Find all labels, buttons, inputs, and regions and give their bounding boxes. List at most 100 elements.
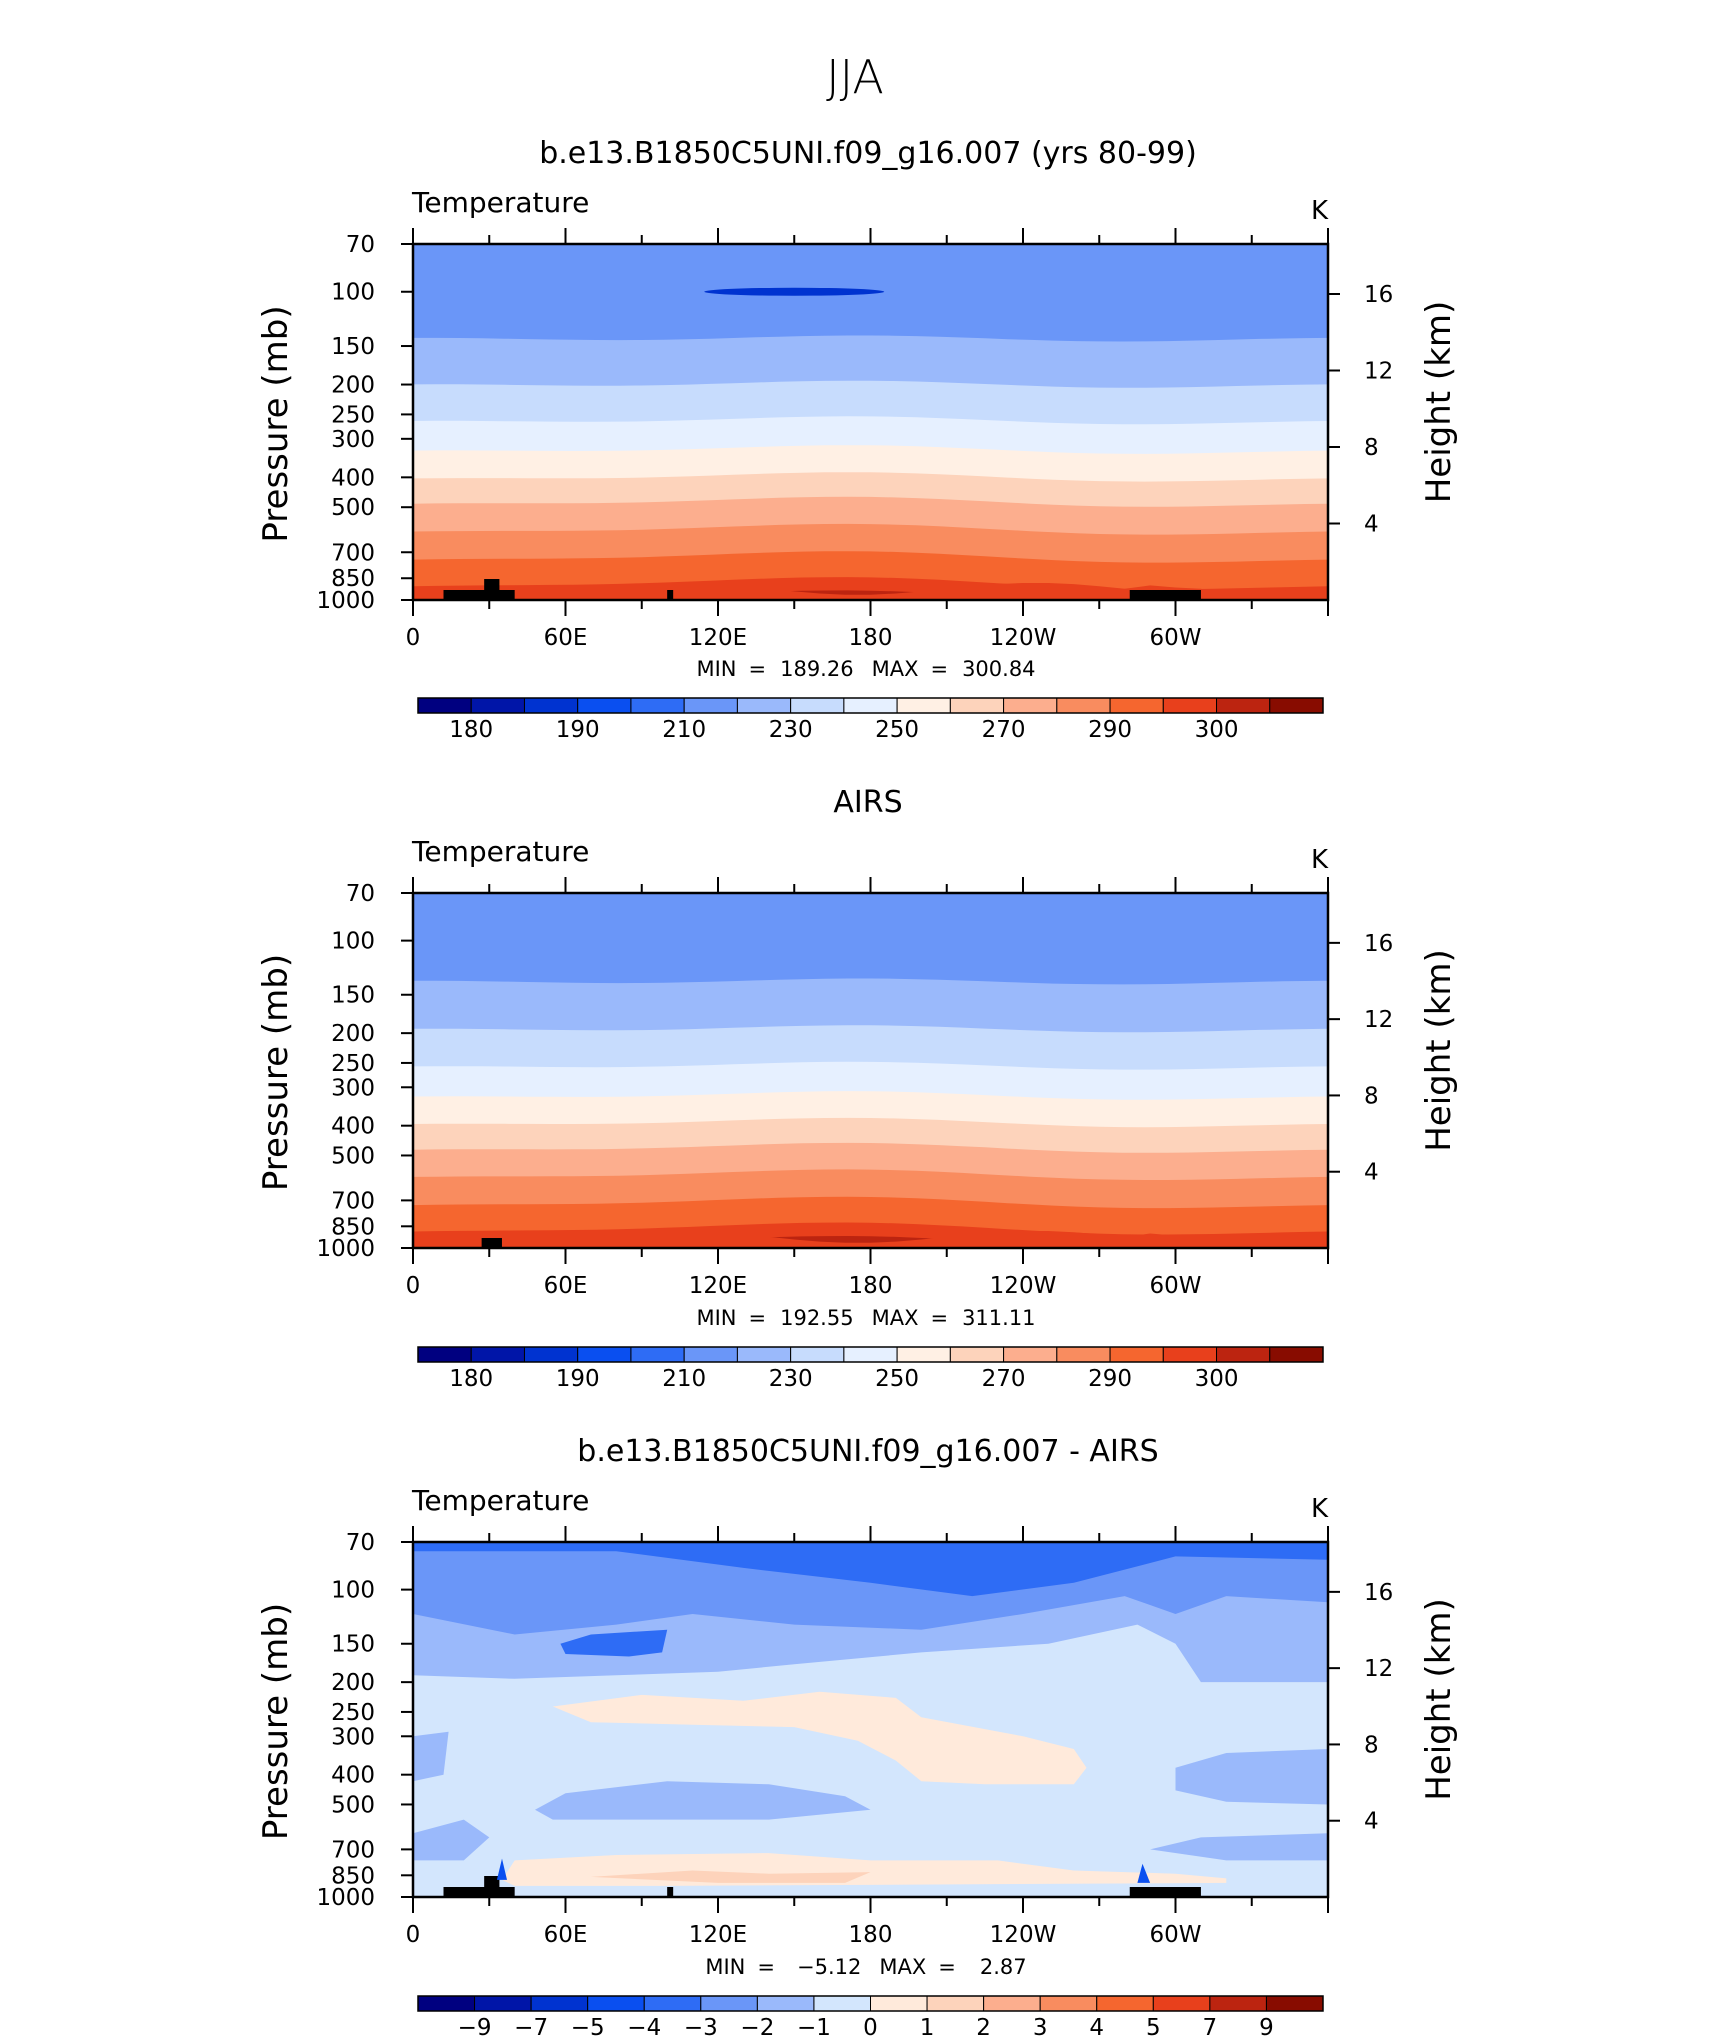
panel-model: b.e13.B1850C5UNI.f09_g16.007 (yrs 80-99)… [256, 136, 1459, 743]
y-axis-label: Pressure (mb) [256, 1603, 296, 1840]
lon-tick-label: 60W [1149, 1922, 1201, 1948]
contour-region [1137, 1863, 1151, 1883]
colorbar-swatch [1056, 1346, 1111, 1363]
contour-plot [413, 244, 1328, 600]
lon-tick-label: 60W [1149, 625, 1201, 651]
colorbar-tick-label: 180 [449, 1366, 493, 1392]
height-tick-label: 8 [1364, 1083, 1379, 1109]
contour-region [496, 1858, 507, 1880]
colorbar-tick-label: −5 [571, 2015, 605, 2038]
contour-region [590, 1870, 871, 1883]
colorbar-tick-label: 250 [875, 717, 919, 743]
pressure-tick-label: 500 [331, 495, 375, 521]
height-tick-label: 12 [1364, 359, 1393, 385]
colorbar-swatch [523, 1346, 579, 1363]
variable-label: Temperature [411, 186, 589, 219]
colorbar-tick-label: 7 [1203, 2015, 1218, 2038]
colorbar-frame [417, 1346, 1324, 1363]
units-label: K [1311, 845, 1329, 875]
colorbar-tick-label: 230 [769, 1366, 813, 1392]
colorbar-swatch [736, 697, 792, 714]
pressure-tick-label: 100 [331, 929, 375, 955]
pressure-tick-label: 70 [346, 1530, 375, 1556]
y-axis-label: Pressure (mb) [256, 305, 296, 542]
height-tick-label: 12 [1364, 1656, 1393, 1682]
colorbar-swatch [417, 697, 472, 714]
pressure-tick-label: 850 [331, 1863, 375, 1889]
terrain-mask [443, 590, 515, 600]
lon-tick-label: 0 [406, 1273, 421, 1299]
colorbar-swatch [530, 1995, 589, 2012]
colorbar-swatch [790, 1346, 845, 1363]
pressure-tick-label: 300 [331, 427, 375, 453]
height-tick-label: 16 [1364, 931, 1393, 957]
lon-tick-label: 180 [849, 625, 893, 651]
colorbar-tick-label: 290 [1088, 1366, 1132, 1392]
colorbar-tick-label: −1 [797, 2015, 831, 2038]
colorbar-swatch [813, 1995, 871, 2012]
colorbar-swatch [700, 1995, 758, 2012]
colorbar-tick-label: 210 [662, 717, 706, 743]
pressure-tick-label: 850 [331, 1214, 375, 1240]
lon-tick-label: 60E [544, 1922, 588, 1948]
colorbar-swatch [949, 1346, 1005, 1363]
pressure-tick-label: 70 [346, 881, 375, 907]
lon-tick-label: 0 [406, 1922, 421, 1948]
colorbar-swatch [843, 1346, 898, 1363]
colorbar-swatch [926, 1995, 985, 2012]
terrain-mask [481, 1238, 502, 1248]
page-title: JJA [826, 50, 884, 104]
colorbar-swatch [983, 1995, 1041, 2012]
cold-core [704, 287, 885, 296]
height-tick-label: 16 [1364, 1580, 1393, 1606]
colorbar-swatch [474, 1995, 532, 2012]
pressure-tick-label: 400 [331, 1763, 375, 1789]
contour-plot [413, 893, 1328, 1248]
colorbar-swatch [1056, 697, 1111, 714]
colorbar-frame [417, 1995, 1324, 2012]
colorbar-swatch [683, 1346, 738, 1363]
y2-axis-label: Height (km) [1419, 301, 1459, 504]
pressure-tick-label: 250 [331, 1700, 375, 1726]
colorbar-swatch [1162, 697, 1218, 714]
colorbar-swatch [587, 1995, 645, 2012]
colorbar-frame [417, 697, 1324, 714]
colorbar-swatch [683, 697, 738, 714]
height-tick-label: 8 [1364, 435, 1379, 461]
colorbar-tick-label: −4 [627, 2015, 661, 2038]
colorbar-swatch [1216, 1346, 1271, 1363]
colorbar-tick-label: 2 [976, 2015, 991, 2038]
terrain-mask [667, 1887, 674, 1897]
height-tick-label: 4 [1364, 1809, 1379, 1835]
colorbar-swatch [1265, 1995, 1324, 2012]
contour-region [413, 1731, 449, 1782]
terrain-mask [1129, 590, 1201, 600]
pressure-tick-label: 700 [331, 1188, 375, 1214]
contour-region [1175, 1749, 1328, 1805]
panel-title: b.e13.B1850C5UNI.f09_g16.007 - AIRS [577, 1434, 1158, 1469]
height-tick-label: 4 [1364, 512, 1379, 538]
colorbar-tick-label: 4 [1089, 2015, 1104, 2038]
stats-readout: MIN = −5.12 MAX = 2.87 [705, 1955, 1026, 1979]
y2-axis-label: Height (km) [1419, 1598, 1459, 1801]
contour-region [413, 1542, 1328, 1597]
pressure-tick-label: 100 [331, 1578, 375, 1604]
pressure-tick-label: 300 [331, 1724, 375, 1750]
colorbar-swatch [896, 1346, 951, 1363]
pressure-tick-label: 250 [331, 402, 375, 428]
height-tick-label: 16 [1364, 282, 1393, 308]
colorbar-tick-label: 1 [920, 2015, 935, 2038]
variable-label: Temperature [411, 1484, 589, 1517]
colorbar-tick-label: −7 [514, 2015, 548, 2038]
colorbar-swatch [1003, 1346, 1058, 1363]
height-tick-label: 8 [1364, 1732, 1379, 1758]
pressure-tick-label: 700 [331, 1837, 375, 1863]
colorbar-tick-label: 180 [449, 717, 493, 743]
lon-tick-label: 60E [544, 1273, 588, 1299]
pressure-tick-label: 500 [331, 1143, 375, 1169]
lon-tick-label: 180 [849, 1922, 893, 1948]
pressure-tick-label: 500 [331, 1792, 375, 1818]
colorbar-swatch [1216, 697, 1271, 714]
pressure-tick-label: 850 [331, 566, 375, 592]
